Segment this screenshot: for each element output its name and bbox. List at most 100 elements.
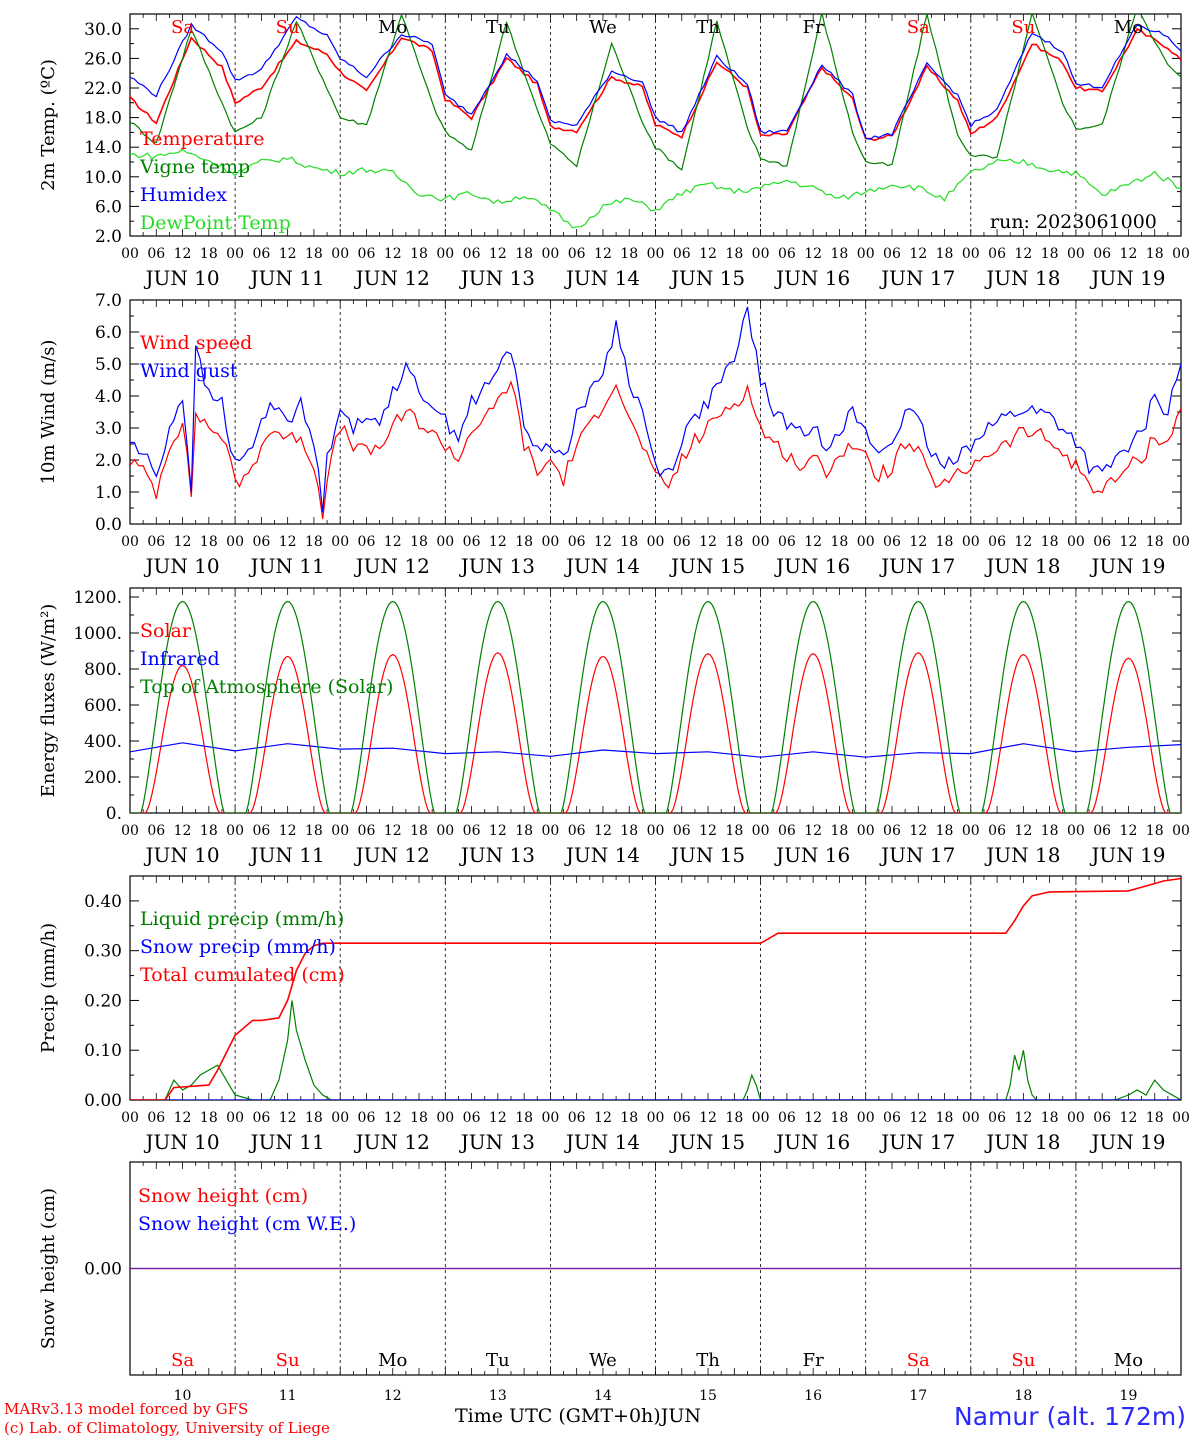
copyright-credit: (c) Lab. of Climatology, University of L… [4, 1419, 330, 1437]
y-tick-label: 6.0 [95, 323, 122, 343]
series-solar [130, 652, 1181, 813]
hour-tick-label: 12 [279, 246, 297, 262]
month-label: JUN [660, 1405, 701, 1427]
hour-tick-label: 18 [200, 1110, 218, 1126]
day-number-label: 18 [1014, 1388, 1032, 1404]
hour-tick-label: 12 [1120, 823, 1138, 839]
hour-tick-label: 18 [936, 534, 954, 550]
date-label: JUN 17 [879, 554, 955, 578]
hour-tick-label: 06 [1093, 1110, 1111, 1126]
hour-tick-label: 00 [857, 534, 875, 550]
hour-tick-label: 06 [568, 1110, 586, 1126]
weekday-label: Mo [378, 17, 407, 38]
legend-entry: Top of Atmosphere (Solar) [140, 676, 393, 698]
weekday-label: Su [1011, 1350, 1035, 1371]
hour-tick-label: 18 [515, 1110, 533, 1126]
date-label: JUN 18 [984, 843, 1060, 867]
hour-tick-label: 06 [568, 246, 586, 262]
hour-tick-label: 12 [489, 823, 507, 839]
hour-tick-label: 18 [620, 823, 638, 839]
hour-tick-label: 06 [673, 534, 691, 550]
hour-tick-label: 06 [147, 246, 165, 262]
hour-tick-label: 06 [778, 534, 796, 550]
hour-tick-label: 18 [620, 1110, 638, 1126]
hour-tick-label: 12 [1120, 246, 1138, 262]
date-label: JUN 10 [143, 843, 219, 867]
y-tick-label: 4.0 [95, 387, 122, 407]
day-number-label: 17 [909, 1388, 927, 1404]
hour-tick-label: 12 [489, 534, 507, 550]
date-label: JUN 19 [1089, 843, 1165, 867]
hour-tick-label: 00 [647, 534, 665, 550]
series-group [130, 14, 1181, 229]
y-tick-label: 0.00 [84, 1260, 122, 1280]
hour-tick-label: 06 [252, 823, 270, 839]
series-temperature [130, 27, 1181, 142]
panel-5: 0.00 Snow height (cm) Snow height (cm) Snow… [38, 1161, 1182, 1404]
y-tick-label: 800. [84, 660, 122, 680]
hour-tick-label: 12 [384, 823, 402, 839]
date-label: JUN 18 [984, 554, 1060, 578]
date-label: JUN 19 [1089, 1130, 1165, 1154]
y-tick-label: 0.30 [84, 942, 122, 962]
hour-tick-label: 06 [673, 246, 691, 262]
y-tick-label: 18.0 [84, 109, 122, 129]
hour-tick-label: 12 [804, 534, 822, 550]
weekday-label: We [589, 17, 617, 38]
hour-tick-label: 18 [1041, 823, 1059, 839]
y-tick-label: 1.0 [95, 483, 122, 503]
hour-tick-label: 18 [200, 823, 218, 839]
hour-tick-label: 12 [594, 823, 612, 839]
hour-tick-label: 12 [909, 1110, 927, 1126]
hour-tick-label: 00 [1172, 246, 1190, 262]
date-label: JUN 14 [564, 266, 640, 290]
hour-tick-label: 06 [147, 823, 165, 839]
hour-tick-label: 00 [1172, 1110, 1190, 1126]
y-tick-label: 3.0 [95, 419, 122, 439]
y-tick-label: 22.0 [84, 79, 122, 99]
panel-3: 0. 200. 400. 600. 800. 1000. 1200. Energy fluxe… [38, 587, 1190, 867]
y-tick-label: 5.0 [95, 355, 122, 375]
date-label: JUN 11 [249, 843, 325, 867]
legend-entry: Liquid precip (mm/h) [140, 908, 344, 930]
hour-tick-label: 06 [988, 246, 1006, 262]
hour-tick-label: 06 [252, 1110, 270, 1126]
hour-tick-label: 18 [200, 246, 218, 262]
date-label: JUN 11 [249, 266, 325, 290]
hour-tick-label: 06 [358, 246, 376, 262]
y-axis-label: Precip (mm/h) [38, 923, 59, 1053]
y-axis-label: 10m Wind (m/s) [38, 340, 59, 485]
hour-tick-label: 06 [883, 246, 901, 262]
hour-tick-label: 06 [358, 534, 376, 550]
hour-tick-label: 00 [1172, 534, 1190, 550]
y-tick-label: 200. [84, 768, 122, 788]
date-label: JUN 14 [564, 554, 640, 578]
day-number-label: 12 [384, 1388, 402, 1404]
weekday-label: Mo [1114, 1350, 1143, 1371]
hour-tick-label: 12 [1120, 534, 1138, 550]
hour-tick-label: 18 [1041, 534, 1059, 550]
hour-tick-label: 06 [883, 1110, 901, 1126]
date-label: JUN 15 [669, 1130, 745, 1154]
hour-tick-label: 00 [1067, 823, 1085, 839]
y-tick-label: 0.00 [84, 1091, 122, 1111]
y-tick-label: 10.0 [84, 168, 122, 188]
hour-tick-label: 18 [1041, 246, 1059, 262]
hour-tick-label: 18 [410, 246, 428, 262]
hour-tick-label: 18 [620, 246, 638, 262]
hour-tick-label: 18 [936, 823, 954, 839]
date-label: JUN 15 [669, 843, 745, 867]
hour-tick-label: 12 [699, 246, 717, 262]
date-label: JUN 15 [669, 554, 745, 578]
series-dewpoint-temp [130, 148, 1181, 229]
hour-tick-label: 06 [463, 534, 481, 550]
date-label: JUN 14 [564, 843, 640, 867]
date-label: JUN 16 [774, 554, 850, 578]
hour-tick-label: 12 [909, 534, 927, 550]
date-label: JUN 13 [459, 1130, 535, 1154]
plot-frame [129, 587, 1182, 814]
time-label: Time UTC (GMT+0h) [455, 1405, 661, 1427]
date-label: JUN 11 [249, 1130, 325, 1154]
hour-tick-label: 12 [279, 534, 297, 550]
hour-tick-label: 06 [673, 1110, 691, 1126]
